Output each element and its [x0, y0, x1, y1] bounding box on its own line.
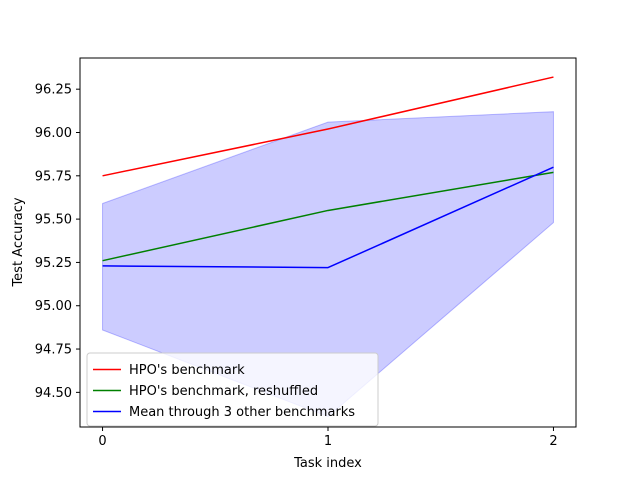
y-tick-label: 95.50: [35, 213, 72, 228]
confidence-band-layer: [102, 111, 554, 418]
x-tick-label: 0: [98, 434, 106, 449]
x-axis-title: Task index: [293, 456, 362, 471]
legend-label-3: Mean through 3 other benchmarks: [129, 405, 355, 420]
legend-box: [86, 352, 379, 427]
confidence-band: [102, 111, 554, 418]
y-tick-label: 95.00: [35, 299, 72, 314]
series-line-3: [102, 166, 554, 269]
y-axis-ticks: 94.50 94.75 95.00 95.25 95.50 95.75 96.00 96.25: [35, 83, 80, 401]
x-tick-label: 2: [549, 434, 557, 449]
legend-label-1: HPO's benchmark: [129, 363, 245, 378]
y-tick-label: 96.25: [35, 83, 72, 98]
y-tick-label: 95.75: [35, 169, 72, 184]
y-tick-label: 95.25: [35, 256, 72, 271]
x-axis-ticks: 0 1 2: [98, 427, 558, 449]
y-tick-label: 94.75: [35, 343, 72, 358]
series-line-2: [102, 171, 554, 262]
x-tick-label: 1: [324, 434, 332, 449]
series-lines-layer: [102, 76, 554, 269]
legend: HPO's benchmark HPO's benchmark, reshuffl…: [86, 352, 379, 427]
y-tick-label: 94.50: [35, 386, 72, 401]
legend-label-2: HPO's benchmark, reshuffled: [129, 384, 318, 399]
y-axis-title: Test Accuracy: [11, 197, 26, 287]
series-line-1: [102, 76, 554, 177]
y-tick-label: 96.00: [35, 126, 72, 141]
